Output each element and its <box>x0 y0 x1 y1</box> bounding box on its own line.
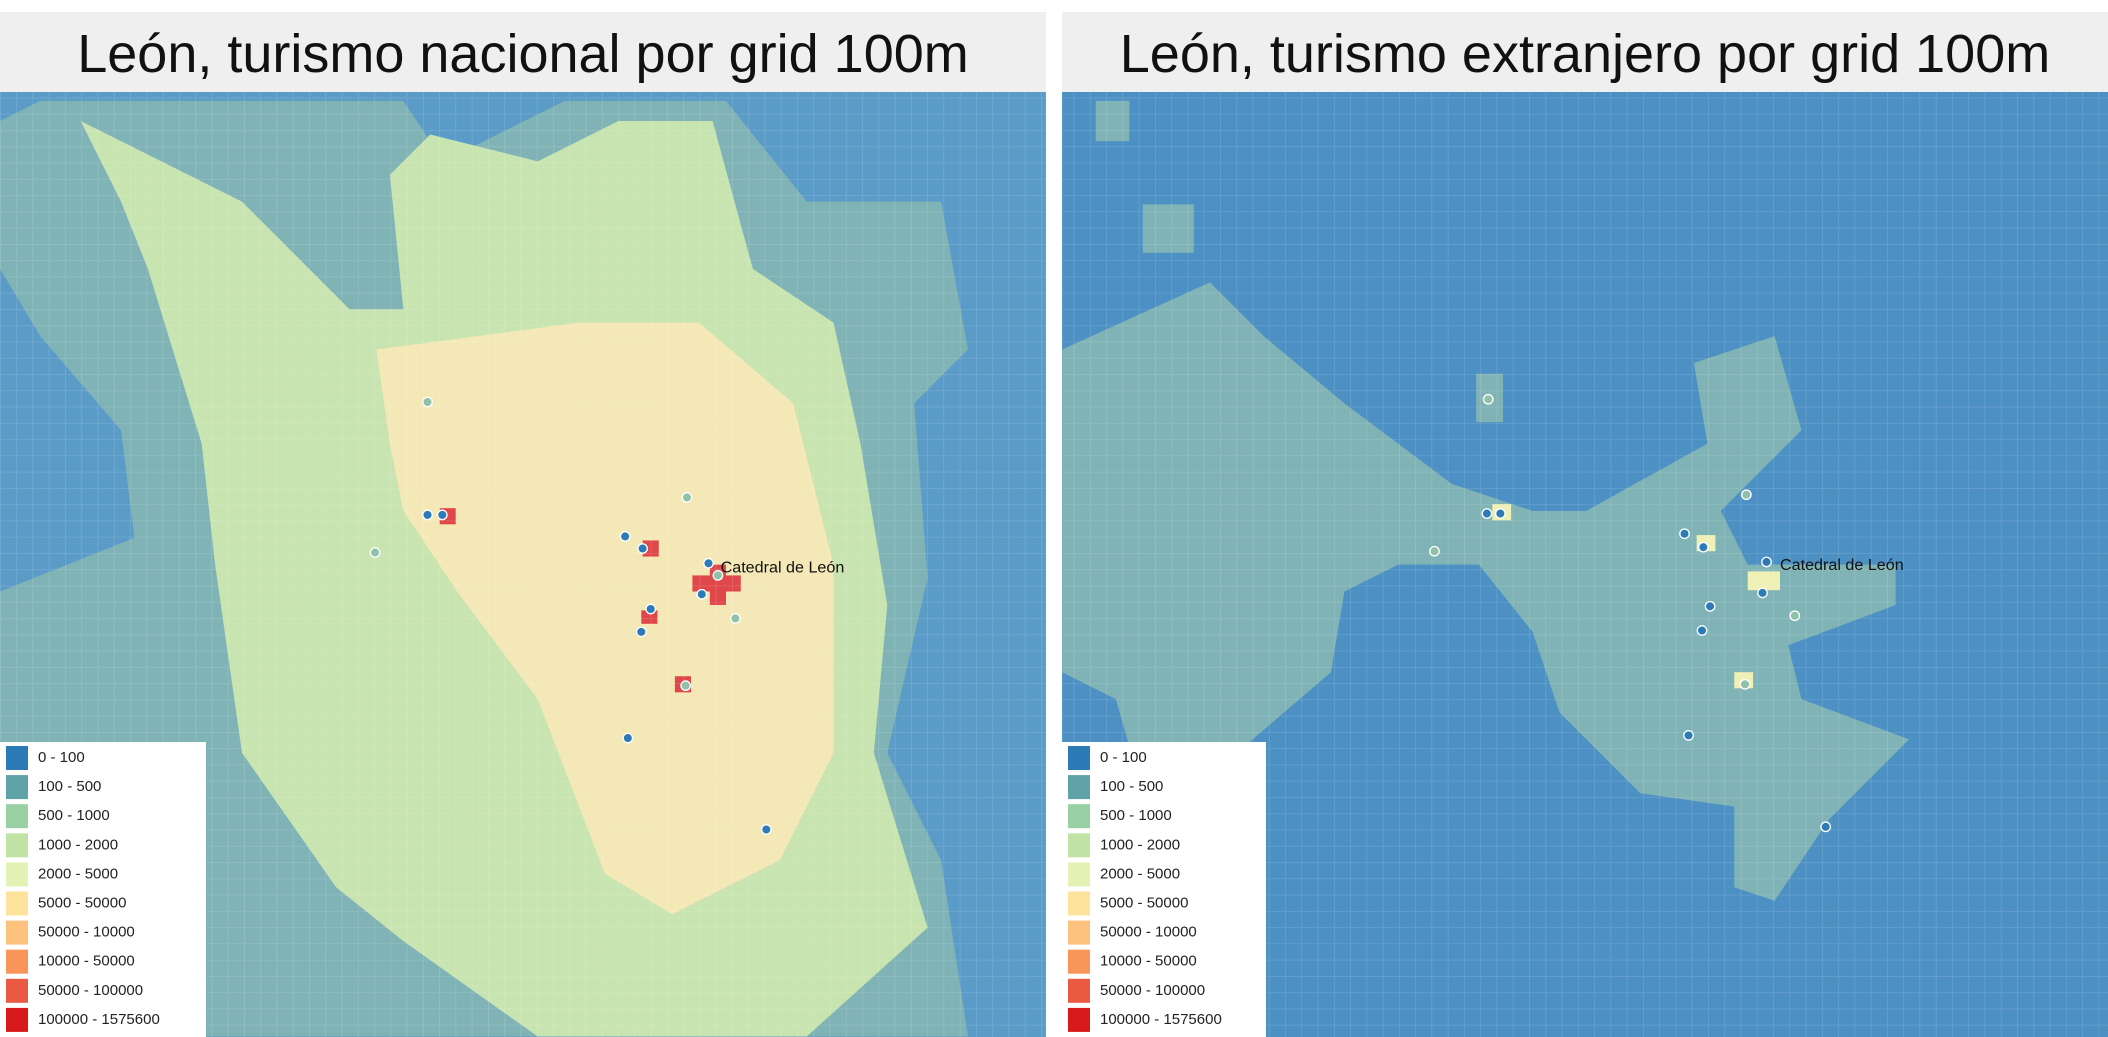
legend-swatch <box>6 775 28 800</box>
legend-label: 100 - 500 <box>38 778 101 795</box>
legend-swatch <box>6 891 28 916</box>
poi <box>1429 545 1440 557</box>
title-bar <box>1062 12 2108 92</box>
poi <box>436 509 448 521</box>
poi <box>1761 556 1772 568</box>
poi <box>1679 528 1690 540</box>
poi <box>369 547 381 558</box>
poi <box>1740 489 1752 501</box>
legend-swatch <box>6 862 28 887</box>
legend-swatch <box>6 978 28 1003</box>
legend-swatch <box>6 746 28 770</box>
legend-label: 100000 - 1575600 <box>38 1011 160 1028</box>
legend-swatch <box>1068 949 1090 974</box>
legend-label: 2000 - 5000 <box>1100 865 1180 882</box>
legend-label: 100000 - 1575600 <box>1100 1011 1222 1028</box>
poi <box>760 824 772 835</box>
legend-label: 100 - 500 <box>1100 778 1163 795</box>
poi <box>1789 610 1801 622</box>
poi <box>1683 730 1694 741</box>
legend-swatch <box>1068 833 1090 858</box>
poi <box>645 603 657 615</box>
map-label: Catedral de León <box>721 559 845 577</box>
poi <box>619 531 631 542</box>
poi <box>635 626 647 638</box>
panel-title: León, turismo extranjero por grid 100m <box>1120 24 2050 84</box>
legend-swatch <box>6 833 28 858</box>
legend-label: 50000 - 100000 <box>1100 982 1205 999</box>
map-label: Catedral de León <box>1780 556 1904 574</box>
legend-swatch <box>1068 920 1090 945</box>
legend-label: 5000 - 50000 <box>1100 894 1188 911</box>
poi <box>1697 541 1709 553</box>
legend-swatch <box>1068 775 1090 800</box>
poi <box>680 680 692 692</box>
poi <box>1820 821 1832 833</box>
legend-swatch <box>6 920 28 945</box>
poi <box>1704 600 1716 612</box>
poi <box>1481 508 1493 519</box>
poi <box>681 492 693 503</box>
title-bar <box>0 12 1046 92</box>
panel-title: León, turismo nacional por grid 100m <box>77 24 969 84</box>
legend-swatch <box>1068 862 1090 887</box>
poi <box>730 613 741 624</box>
legend-label: 50000 - 10000 <box>1100 924 1197 941</box>
legend-label: 2000 - 5000 <box>38 865 118 882</box>
legend-label: 10000 - 50000 <box>1100 953 1197 970</box>
legends: 0 - 100 100 - 500 500 - 1000 1000 - 2000 200… <box>6 746 1222 1032</box>
legend-swatch <box>1068 978 1090 1003</box>
poi <box>1696 625 1708 636</box>
poi <box>1482 393 1494 405</box>
poi <box>712 570 724 581</box>
poi <box>422 396 433 408</box>
legend-label: 50000 - 100000 <box>38 982 143 999</box>
legend-label: 1000 - 2000 <box>38 836 118 853</box>
legend-label: 50000 - 10000 <box>38 924 135 941</box>
legend-box <box>0 742 206 1037</box>
legend-swatch <box>1068 891 1090 916</box>
legend-swatch <box>1068 746 1090 770</box>
poi <box>1494 508 1506 519</box>
legend-label: 1000 - 2000 <box>1100 836 1180 853</box>
legend-label: 10000 - 50000 <box>38 953 135 970</box>
poi <box>703 557 714 569</box>
legend-box <box>1062 742 1266 1037</box>
legend-label: 5000 - 50000 <box>38 894 126 911</box>
poi <box>696 588 708 600</box>
poi <box>1739 678 1751 690</box>
poi <box>622 732 634 744</box>
legend-swatch <box>1068 1007 1090 1032</box>
poi <box>637 543 649 554</box>
legend-swatch <box>6 804 28 829</box>
legend-swatch <box>6 1007 28 1032</box>
points <box>1429 393 1832 833</box>
legend-label: 500 - 1000 <box>1100 807 1172 824</box>
legend-swatch <box>1068 804 1090 829</box>
legend-swatch <box>6 949 28 974</box>
legend-label: 500 - 1000 <box>38 807 110 824</box>
points <box>369 396 772 835</box>
legend-label: 0 - 100 <box>1100 749 1147 766</box>
legend-label: 0 - 100 <box>38 749 85 766</box>
poi <box>422 509 433 521</box>
poi <box>1757 587 1768 599</box>
